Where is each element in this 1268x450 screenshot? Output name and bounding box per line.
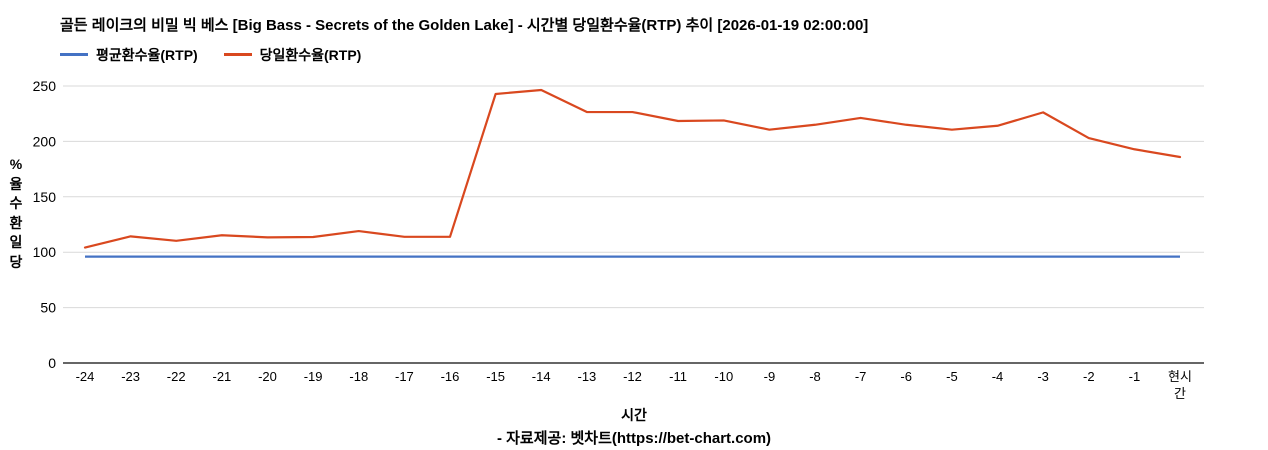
svg-text:-4: -4	[992, 369, 1004, 384]
svg-text:-15: -15	[486, 369, 505, 384]
svg-text:250: 250	[33, 78, 57, 94]
svg-text:-20: -20	[258, 369, 277, 384]
svg-text:-1: -1	[1129, 369, 1141, 384]
svg-text:현시: 현시	[1168, 369, 1192, 384]
svg-text:시간: 시간	[621, 407, 647, 423]
svg-text:0: 0	[48, 355, 56, 371]
svg-text:-2: -2	[1083, 369, 1095, 384]
svg-text:-21: -21	[213, 369, 232, 384]
svg-text:-18: -18	[349, 369, 368, 384]
svg-text:-14: -14	[532, 369, 551, 384]
svg-text:-9: -9	[764, 369, 776, 384]
svg-text:-22: -22	[167, 369, 186, 384]
svg-text:간: 간	[1174, 386, 1186, 401]
svg-text:-12: -12	[623, 369, 642, 384]
svg-text:-17: -17	[395, 369, 414, 384]
svg-text:-11: -11	[669, 369, 687, 384]
svg-text:-6: -6	[900, 369, 912, 384]
svg-text:-8: -8	[809, 369, 821, 384]
svg-text:-13: -13	[578, 369, 597, 384]
svg-text:-16: -16	[441, 369, 460, 384]
svg-text:-5: -5	[946, 369, 958, 384]
svg-text:-3: -3	[1037, 369, 1049, 384]
svg-text:-7: -7	[855, 369, 867, 384]
svg-text:-19: -19	[304, 369, 323, 384]
svg-text:100: 100	[33, 244, 57, 260]
svg-text:50: 50	[40, 300, 56, 316]
svg-text:-24: -24	[76, 369, 95, 384]
svg-text:-10: -10	[714, 369, 733, 384]
svg-text:150: 150	[33, 189, 57, 205]
svg-text:-23: -23	[121, 369, 140, 384]
svg-text:200: 200	[33, 133, 57, 149]
